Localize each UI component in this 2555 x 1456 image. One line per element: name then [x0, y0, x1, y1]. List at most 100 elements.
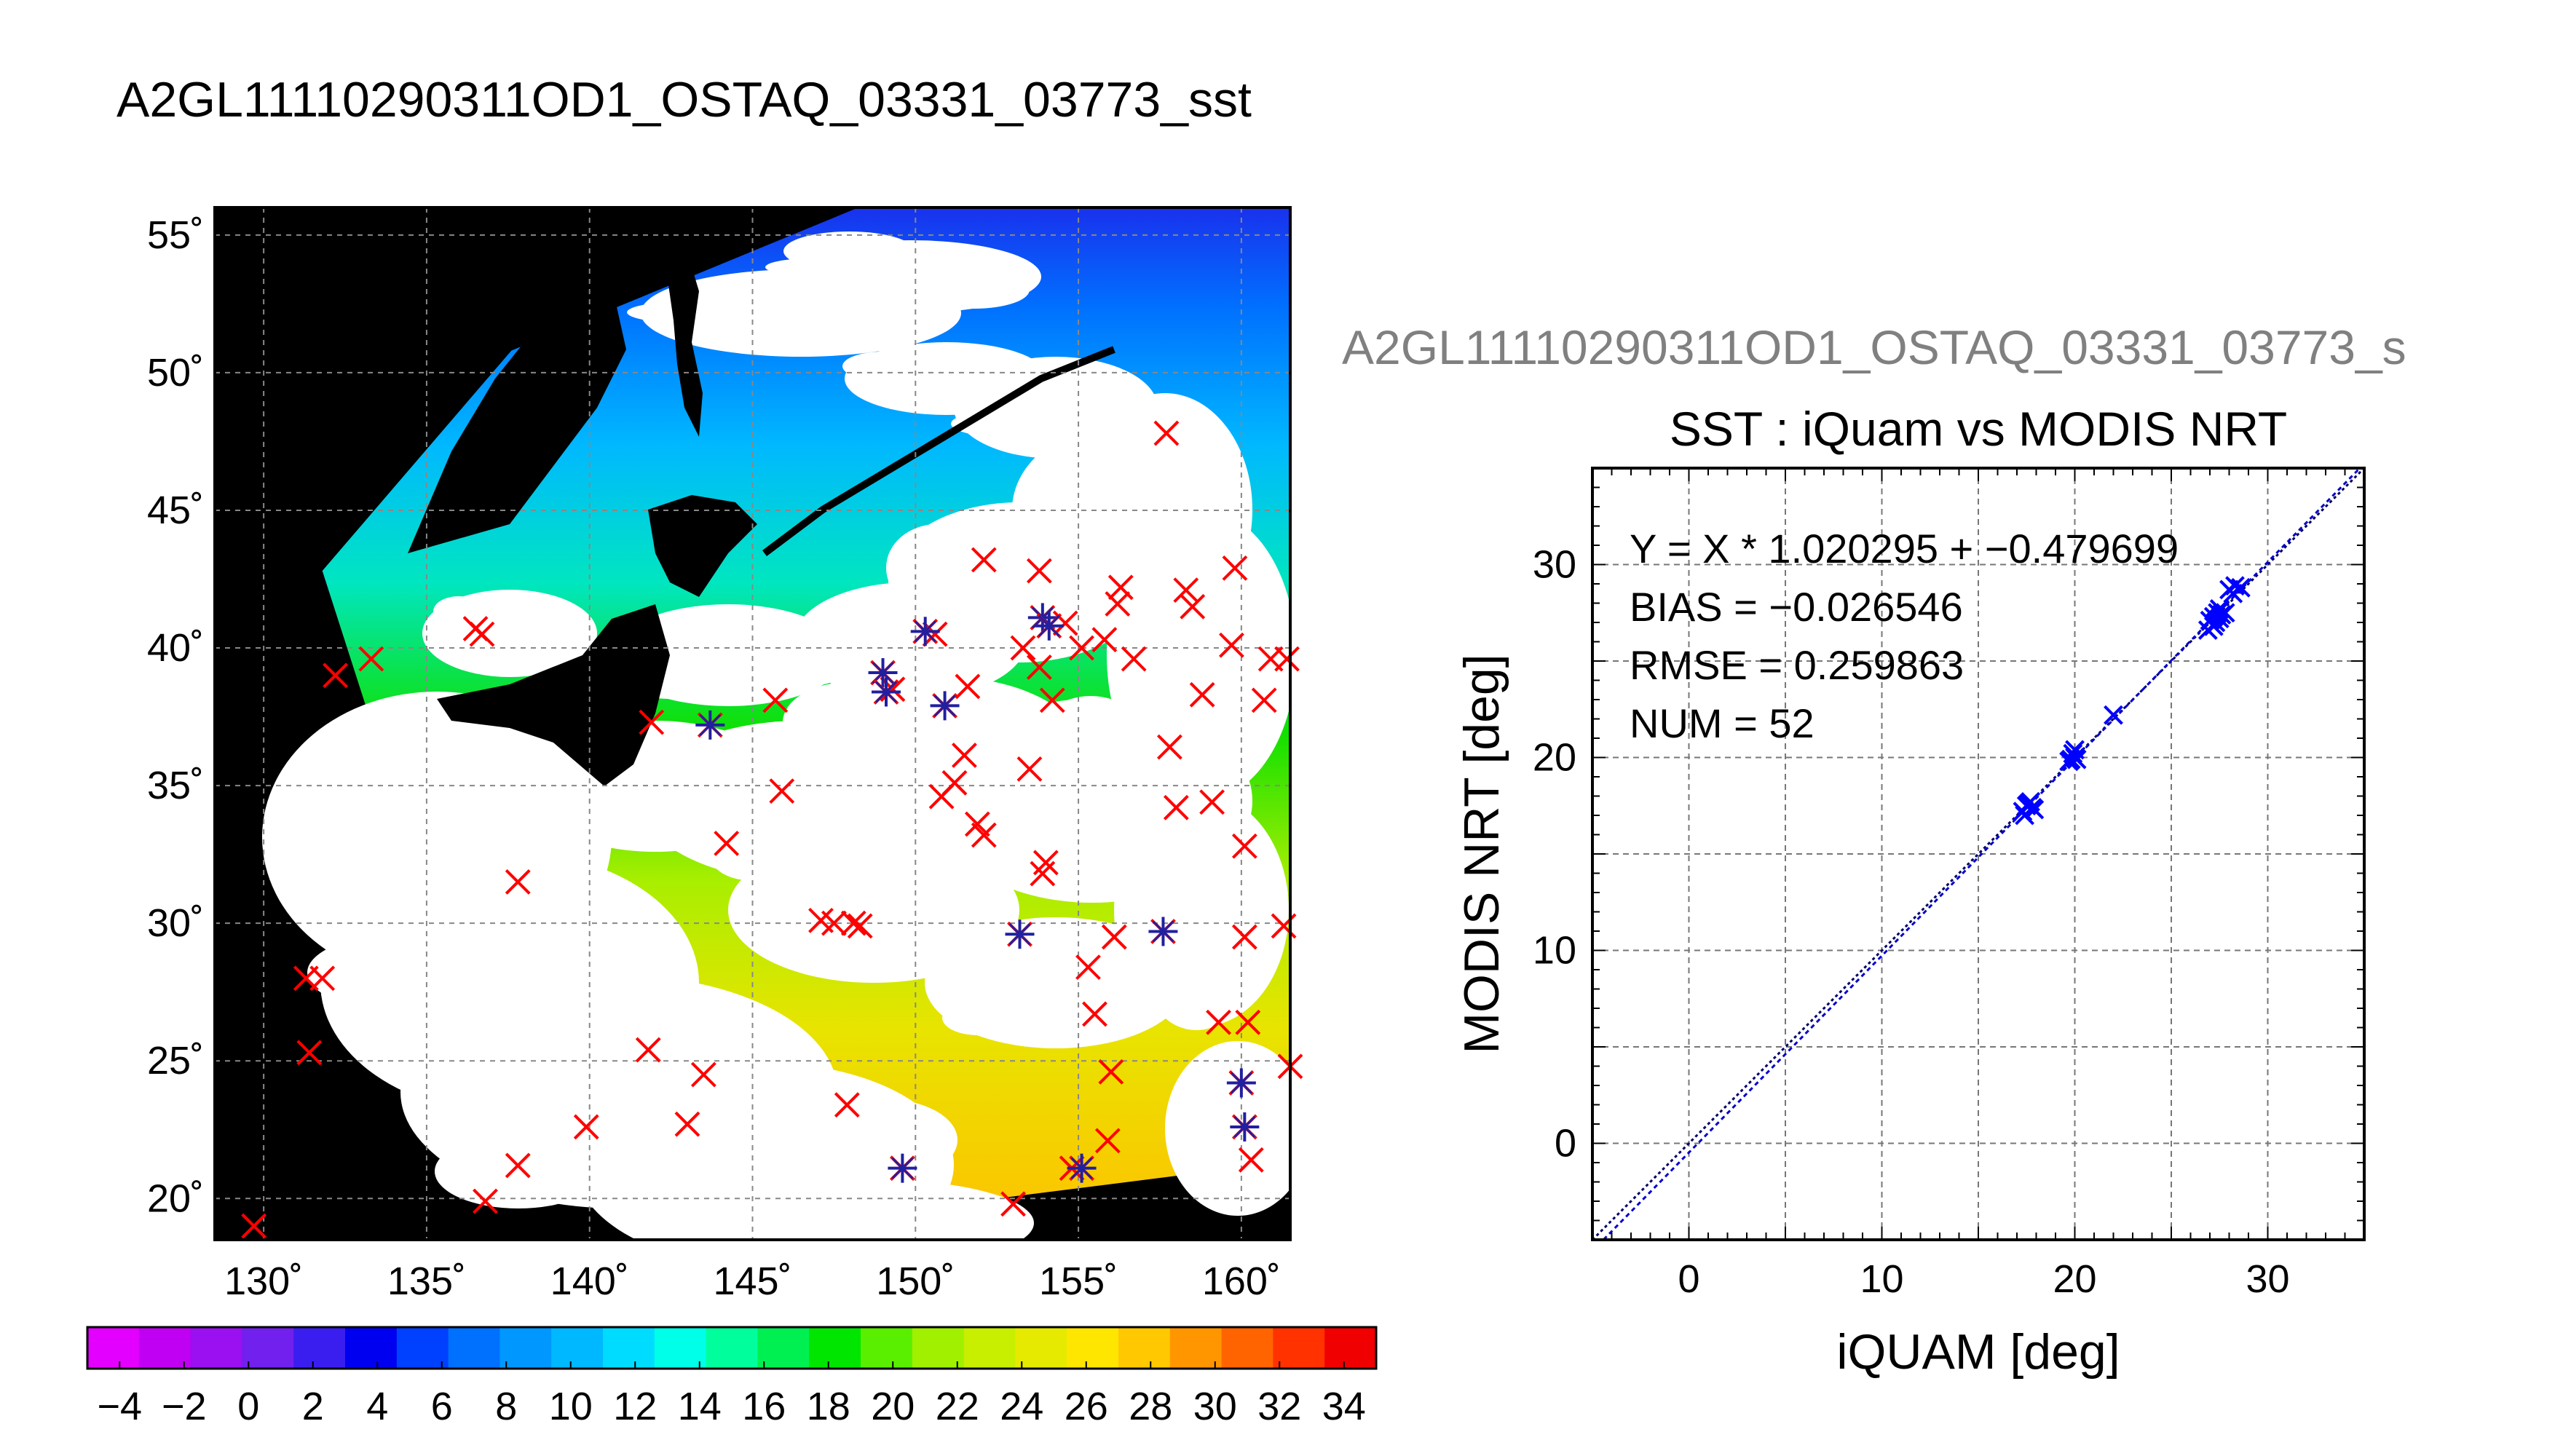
land-hokkaido [648, 495, 757, 597]
cloud-patch [740, 641, 853, 687]
matchup-marker-blue [1148, 917, 1178, 946]
colorbar-cell [1015, 1327, 1067, 1369]
matchup-marker-red [1105, 591, 1131, 617]
latitude-tick-label: 25˚ [147, 1039, 204, 1083]
matchup-marker-red [1016, 756, 1043, 782]
colorbar-tick-label: −4 [97, 1385, 142, 1428]
colorbar-cell [963, 1327, 1016, 1369]
matchup-marker-red [1121, 646, 1147, 672]
scatter-panel: A2GL11110290311OD1_OSTAQ_03331_03773_s S… [1342, 320, 2406, 1380]
scatter-x-tick-label: 10 [1860, 1257, 1903, 1301]
scatter-point [2104, 705, 2123, 725]
scatter-stat-line: NUM = 52 [1630, 700, 1814, 746]
longitude-tick-label: 160˚ [1202, 1259, 1281, 1303]
cloud-mask [262, 232, 1290, 1240]
scatter-grid [1592, 468, 2364, 1240]
map-frame [213, 206, 1292, 1241]
cloud-patch [942, 629, 1006, 664]
matchup-marker-red [1180, 593, 1206, 620]
matchup-marker-red [952, 743, 977, 768]
colorbar-tick-label: −2 [162, 1385, 207, 1428]
matchup-marker-red [1274, 646, 1300, 672]
colorbar-cell [809, 1327, 861, 1369]
scatter-point [2223, 583, 2243, 604]
colorbar-cell [706, 1327, 758, 1369]
longitude-tick-label: 135˚ [387, 1259, 466, 1303]
matchup-marker-red [762, 687, 789, 713]
colorbar-cell [1118, 1327, 1171, 1369]
colorbar-cells [87, 1327, 1377, 1369]
cloud-patch [1097, 477, 1170, 550]
cloud-patch [914, 344, 1007, 377]
matchup-marker-red [1069, 635, 1094, 661]
matchup-marker-red [1173, 577, 1199, 604]
colorbar-tick-label: 8 [495, 1385, 517, 1428]
scatter-point [2215, 603, 2235, 623]
colorbar-tick-labels: −4 −2 0 2 4 6 8 10 12 14 16 18 20 22 24 26 28 30 32 34 [97, 1361, 1366, 1428]
colorbar: −4 −2 0 2 4 6 8 10 12 14 16 18 20 22 24 26 28 30 32 34 [86, 1326, 1378, 1428]
matchup-marker-blue [1005, 919, 1035, 949]
matchup-marker-blue [868, 658, 898, 688]
colorbar-cell [1324, 1327, 1377, 1369]
matchup-marker-red [1098, 1059, 1124, 1085]
matchup-marker-red [971, 822, 997, 848]
cloud-patch [909, 1200, 1013, 1227]
matchup-marker-red [1101, 924, 1127, 950]
matchup-marker-blue [1034, 611, 1064, 641]
matchup-marker-red [1189, 681, 1215, 708]
latitude-tick-labels: 20˚ 25˚ 30˚ 35˚ 40˚ 45˚ 50˚ 55˚ [147, 213, 204, 1220]
scatter-y-tick-label: 0 [1555, 1122, 1576, 1166]
colorbar-cell [551, 1327, 604, 1369]
scatter-x-label: iQUAM [deg] [1836, 1324, 2120, 1380]
colorbar-cell [912, 1327, 965, 1369]
sst-map: 130˚ 135˚ 140˚ 145˚ 150˚ 155˚ 160˚ 20˚ 25˚ 30˚ 35… [147, 206, 1303, 1303]
matchup-marker-red [714, 831, 740, 856]
colorbar-frame [86, 1326, 1378, 1370]
cloud-patch [991, 938, 1099, 1006]
latitude-tick-label: 45˚ [147, 488, 204, 532]
matchup-marker-red [1231, 924, 1257, 950]
scatter-y-tick-labels: 0 10 20 30 [1533, 543, 1576, 1166]
longitude-tick-label: 145˚ [713, 1259, 791, 1303]
cloud-patch [1168, 497, 1239, 560]
scatter-point [2065, 740, 2085, 760]
cloud-patch [808, 1233, 917, 1240]
scatter-title: SST : iQuam vs MODIS NRT [1670, 402, 2287, 456]
matchup-marker-red [1222, 555, 1248, 581]
longitude-tick-label: 140˚ [550, 1259, 629, 1303]
colorbar-tick-label: 0 [237, 1385, 259, 1428]
matchup-marker-red [469, 621, 495, 647]
colorbar-tick-label: 16 [742, 1385, 786, 1428]
matchup-marker-red [1075, 954, 1101, 981]
scatter-y-tick-label: 20 [1533, 736, 1576, 780]
colorbar-cell [1169, 1327, 1223, 1369]
scatter-stat-line: Y = X * 1.020295 + −0.479699 [1630, 526, 2179, 571]
matchup-marker-red [922, 621, 948, 647]
matchup-marker-red [769, 778, 795, 804]
matchup-marker-red [323, 662, 349, 689]
colorbar-cell [861, 1327, 913, 1369]
matchup-marker-red [296, 1040, 323, 1066]
matchup-marker-red [1107, 574, 1134, 601]
scatter-stats: Y = X * 1.020295 + −0.479699 BIAS = −0.02… [1630, 526, 2179, 746]
colorbar-tick-label: 14 [678, 1385, 722, 1428]
cloud-patch [514, 1006, 633, 1128]
scatter-stat-line: BIAS = −0.026546 [1630, 584, 1963, 630]
matchup-marker-blue [910, 617, 940, 646]
cloud-patch [923, 593, 1006, 636]
colorbar-cell [242, 1327, 294, 1369]
colorbar-tick-label: 2 [302, 1385, 324, 1428]
latitude-tick-label: 40˚ [147, 626, 204, 670]
cloud-patch [813, 1099, 957, 1181]
cloud-patch [1166, 682, 1249, 828]
colorbar-cell [757, 1327, 810, 1369]
longitude-tick-labels: 130˚ 135˚ 140˚ 145˚ 150˚ 155˚ 160˚ [224, 1259, 1281, 1303]
latitude-tick-label: 50˚ [147, 351, 204, 395]
cloud-patch [944, 746, 1046, 815]
scatter-point [2015, 805, 2035, 826]
matchup-marker-red [1026, 654, 1052, 680]
colorbar-tick-label: 6 [431, 1385, 453, 1428]
colorbar-tick-label: 18 [807, 1385, 850, 1428]
matchup-marker-red [473, 1188, 498, 1214]
colorbar-cell [87, 1327, 140, 1369]
